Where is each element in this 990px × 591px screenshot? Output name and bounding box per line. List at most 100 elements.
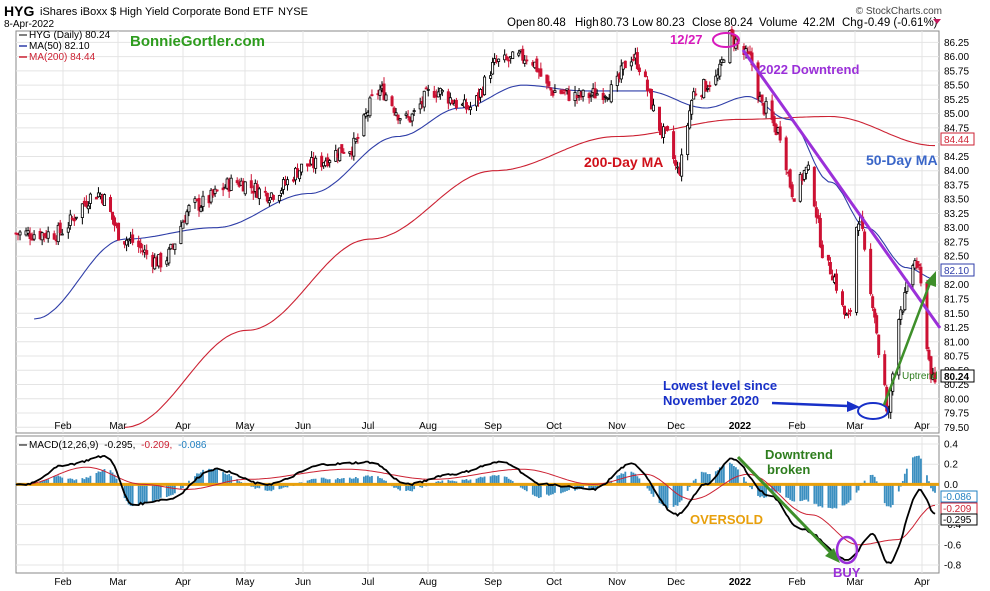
- candle-body: [418, 103, 422, 110]
- candle-body: [547, 81, 551, 87]
- histogram-bar: [562, 484, 564, 493]
- candle-body: [404, 113, 408, 116]
- histogram-bar: [694, 478, 697, 485]
- candle-body: [257, 188, 261, 199]
- histogram-bar: [71, 478, 74, 485]
- candle-body: [271, 194, 275, 200]
- macd-x-tick-label: Jun: [295, 577, 311, 588]
- candle-body: [394, 112, 398, 116]
- histogram-bar: [491, 475, 494, 485]
- histogram-bar: [155, 484, 158, 500]
- price-y-tick-label: 81.75: [944, 295, 969, 306]
- candle-body: [18, 231, 22, 236]
- histogram-bar: [224, 473, 227, 485]
- macd-y-tick-label: 0.4: [944, 440, 958, 451]
- candle-body: [806, 164, 810, 171]
- histogram-bar: [356, 478, 359, 485]
- candle-body: [619, 65, 623, 80]
- histogram-bar: [817, 484, 820, 507]
- histogram-bar: [630, 471, 633, 485]
- ticker-symbol: HYG: [4, 3, 34, 19]
- histogram-bar: [622, 473, 625, 485]
- price-x-tick-label: Jul: [362, 421, 375, 432]
- histogram-bar: [449, 480, 452, 485]
- histogram-bar: [497, 475, 500, 485]
- price-y-tick-label: 81.00: [944, 337, 969, 348]
- candle-body: [328, 160, 332, 164]
- candle-body: [221, 187, 225, 191]
- candle-body: [567, 90, 571, 101]
- histogram-bar: [182, 484, 184, 488]
- macd-hist-tag: [940, 490, 978, 503]
- histogram-bar: [763, 484, 765, 498]
- histogram-bar: [871, 474, 874, 485]
- candle-body: [843, 305, 847, 315]
- candle-body: [615, 75, 619, 87]
- candle-body: [704, 81, 708, 92]
- candle-body: [706, 88, 710, 90]
- histogram-bar: [833, 484, 836, 508]
- price-y-tick-label: 86.25: [944, 38, 969, 49]
- macd-value-tags: -0.086 -0.209 -0.295: [940, 490, 978, 526]
- open-label: Open: [507, 17, 535, 29]
- candle-body: [662, 126, 666, 138]
- candle-body: [109, 197, 113, 212]
- histogram-bar: [835, 484, 838, 509]
- histogram-bar: [266, 484, 269, 491]
- histogram-bar: [885, 484, 888, 507]
- histogram-bar: [129, 484, 132, 506]
- candle-body: [66, 227, 70, 233]
- histogram-bar: [365, 475, 367, 485]
- price-y-tick-label: 81.25: [944, 323, 969, 334]
- histogram-bar: [451, 480, 454, 485]
- histogram-bar: [75, 479, 78, 485]
- candle-body: [426, 89, 430, 91]
- histogram-bar: [393, 484, 395, 488]
- candle-body: [185, 211, 189, 225]
- histogram-bar: [489, 476, 492, 485]
- histogram-bar: [350, 478, 353, 485]
- histogram-bar: [216, 468, 218, 485]
- histogram-bar: [214, 468, 216, 485]
- histogram-bar: [652, 484, 655, 497]
- candle-body: [145, 250, 149, 255]
- candle-body: [889, 390, 893, 413]
- histogram-bar: [873, 476, 876, 485]
- histogram-bar: [47, 479, 50, 485]
- lowest-arrow-line: [771, 401, 849, 408]
- candle-body: [730, 29, 734, 34]
- histogram-bar: [322, 477, 325, 485]
- histogram-bar: [560, 484, 562, 494]
- histogram-bar: [399, 484, 401, 491]
- candle-body: [609, 84, 613, 103]
- histogram-bar: [103, 469, 106, 485]
- candle-body: [645, 79, 649, 92]
- histogram-bar: [728, 462, 731, 485]
- histogram-bar: [342, 478, 345, 485]
- candle-body: [680, 154, 684, 177]
- histogram-bar: [757, 484, 759, 496]
- histogram-bar: [324, 478, 327, 485]
- candle-body: [58, 222, 62, 233]
- histogram-bar: [785, 484, 788, 498]
- ma200-line: [124, 115, 935, 428]
- histogram-bar: [590, 484, 593, 490]
- candle-body: [692, 91, 696, 100]
- candle-body: [314, 157, 318, 169]
- candle-body: [265, 192, 269, 202]
- candle-body: [68, 214, 72, 226]
- histogram-bar: [310, 479, 313, 485]
- price-y-tick-label: 84.75: [944, 123, 969, 134]
- candle-body: [127, 238, 131, 242]
- candle-body: [927, 349, 931, 360]
- candle-body: [559, 90, 563, 94]
- histogram-bar: [377, 476, 379, 485]
- lowest-label-line2: November 2020: [663, 393, 759, 408]
- histogram-bar: [81, 478, 84, 485]
- histogram-bar: [537, 484, 540, 499]
- histogram-bar: [521, 484, 524, 489]
- histogram-bar: [270, 484, 273, 492]
- price-y-tick-label: 82.50: [944, 252, 969, 263]
- histogram-bar: [905, 468, 908, 485]
